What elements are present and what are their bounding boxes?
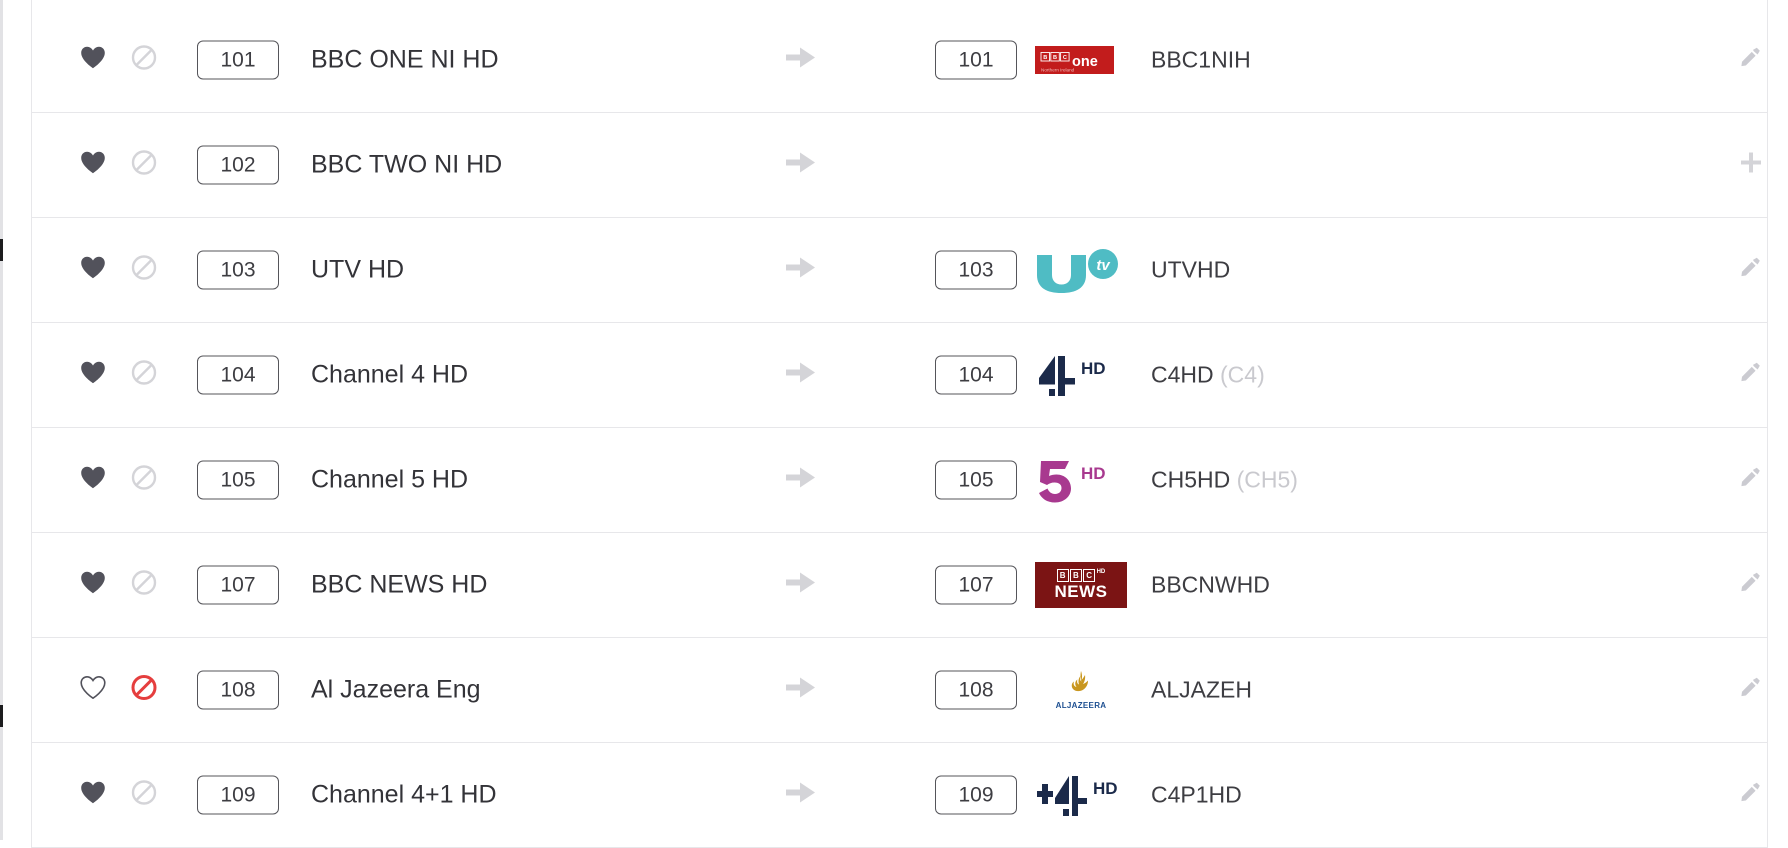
svg-text:Northern Ireland: Northern Ireland [1041,67,1075,72]
svg-text:tv: tv [1096,257,1111,274]
svg-text:HD: HD [1081,464,1106,483]
svg-text:one: one [1072,54,1098,70]
svg-text:B: B [1053,55,1057,61]
svg-text:HD: HD [1081,359,1106,378]
svg-text:B: B [1043,55,1047,61]
svg-text:HD: HD [1093,779,1118,798]
svg-text:C: C [1063,55,1067,61]
